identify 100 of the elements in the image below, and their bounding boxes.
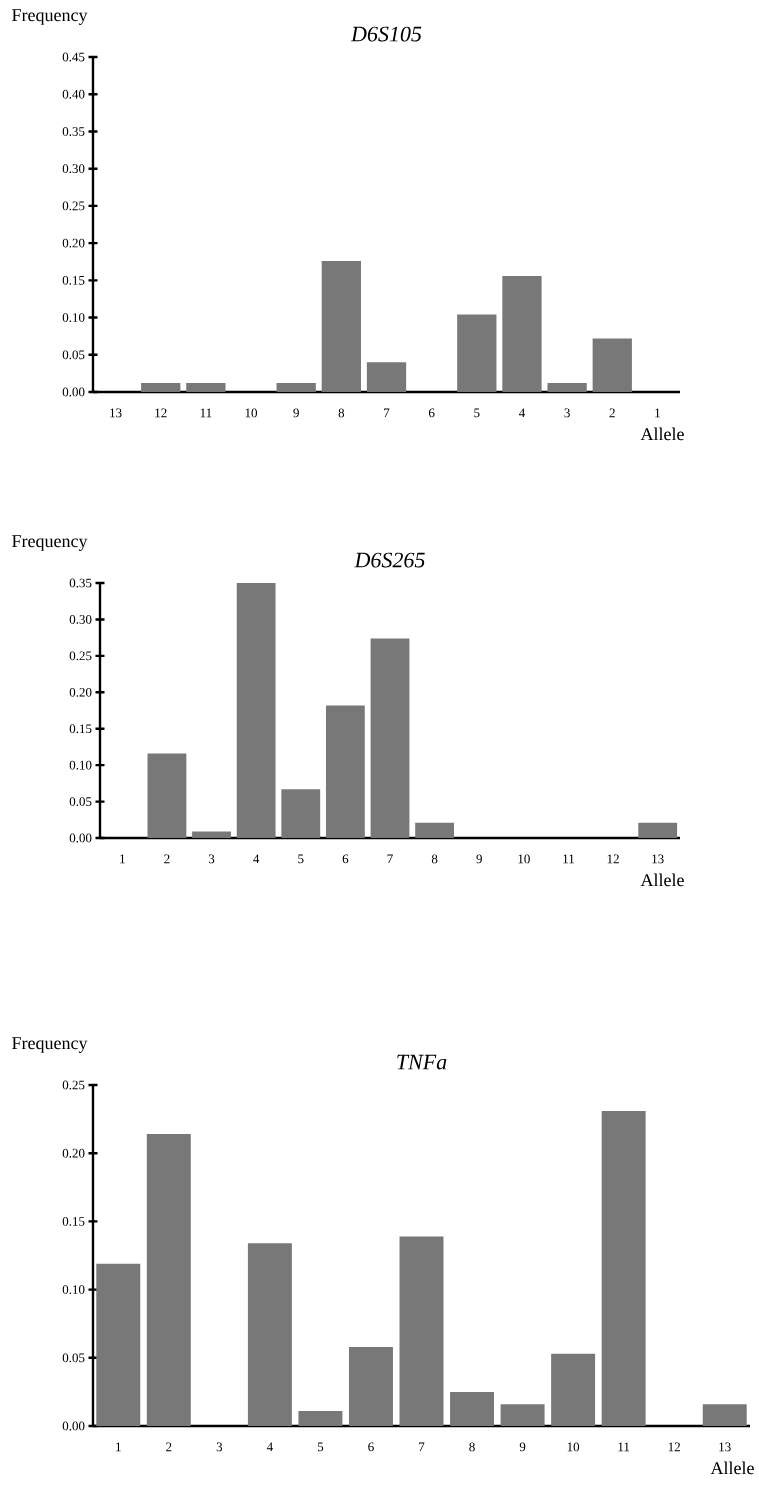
bar <box>141 383 181 393</box>
x-tick-label: 12 <box>607 854 619 864</box>
x-tick-label: 11 <box>618 1442 630 1452</box>
y-tick-label: 0.15 <box>62 1217 85 1226</box>
bar <box>415 822 455 839</box>
y-axis-title: Frequency <box>12 535 88 551</box>
x-tick-label: 6 <box>368 1442 374 1452</box>
bar <box>366 362 407 393</box>
x-tick-label: 9 <box>519 1442 526 1452</box>
bar <box>321 260 361 393</box>
x-tick-label: 2 <box>609 408 615 418</box>
bar <box>96 1263 141 1427</box>
x-tick-label: 4 <box>266 1442 273 1452</box>
chart-title: D6S265 <box>354 552 425 568</box>
x-tick-label: 7 <box>387 854 393 864</box>
bar <box>551 1353 596 1427</box>
bar <box>348 1346 393 1427</box>
y-tick-label: 0.20 <box>62 238 85 248</box>
x-tick-label: 1 <box>116 1442 121 1452</box>
x-tick-label: 8 <box>431 854 438 864</box>
x-tick-label: 10 <box>518 854 530 864</box>
y-tick-label: 0.10 <box>62 313 85 322</box>
x-tick-label: 13 <box>652 854 664 864</box>
y-tick-label: 0.45 <box>62 52 85 62</box>
bar <box>702 1404 747 1427</box>
y-tick-label: 0.40 <box>62 89 85 99</box>
x-tick-label: 8 <box>469 1442 475 1452</box>
y-tick-label: 0.35 <box>69 578 92 588</box>
x-axis-title: Allele <box>710 1461 754 1475</box>
chart-title: D6S105 <box>350 26 422 42</box>
x-tick-label: 6 <box>342 854 349 864</box>
x-tick-label: 9 <box>476 854 482 864</box>
bar <box>147 753 187 839</box>
x-tick-label: 5 <box>317 1442 324 1452</box>
x-tick-label: 7 <box>419 1442 425 1452</box>
y-tick-label: 0.30 <box>69 615 92 624</box>
x-tick-label: 3 <box>564 408 570 418</box>
y-axis-title: Frequency <box>12 1037 88 1053</box>
bar <box>457 314 497 393</box>
bar <box>146 1134 191 1427</box>
y-tick-label: 0.10 <box>62 1285 85 1295</box>
chart-title: TNFa <box>397 1054 447 1070</box>
y-tick-label: 0.00 <box>69 833 92 843</box>
bar <box>638 822 678 839</box>
y-tick-label: 0.00 <box>62 387 85 397</box>
x-tick-label: 8 <box>338 408 345 418</box>
x-tick-label: 9 <box>293 408 299 418</box>
y-tick-label: 0.20 <box>69 687 92 697</box>
x-tick-label: 2 <box>166 1442 172 1452</box>
bar <box>276 383 316 393</box>
x-tick-label: 6 <box>428 408 435 418</box>
y-tick-label: 0.25 <box>69 651 92 661</box>
bar <box>192 831 231 839</box>
bar <box>281 789 321 839</box>
x-tick-label: 13 <box>110 408 122 418</box>
x-tick-label: 4 <box>253 854 260 864</box>
bar <box>325 705 365 839</box>
x-tick-label: 3 <box>208 854 215 864</box>
y-tick-label: 0.00 <box>62 1421 85 1431</box>
x-tick-label: 3 <box>216 1442 223 1452</box>
y-tick-label: 0.10 <box>69 760 92 770</box>
bar <box>186 383 226 393</box>
x-tick-label: 11 <box>563 854 574 864</box>
bar <box>500 1404 545 1427</box>
y-tick-label: 0.15 <box>62 275 85 285</box>
bar <box>370 638 410 839</box>
y-tick-label: 0.35 <box>62 127 85 136</box>
x-axis-title: Allele <box>640 427 684 441</box>
bar <box>592 338 632 393</box>
x-tick-label: 10 <box>567 1442 580 1452</box>
x-tick-label: 13 <box>719 1442 731 1452</box>
x-tick-label: 11 <box>200 408 212 418</box>
x-tick-label: 5 <box>298 854 304 864</box>
y-tick-label: 0.30 <box>62 164 85 174</box>
y-tick-label: 0.15 <box>69 724 92 734</box>
y-tick-label: 0.05 <box>62 1353 85 1363</box>
y-tick-label: 0.20 <box>62 1148 85 1158</box>
bar <box>399 1236 444 1427</box>
y-tick-label: 0.05 <box>69 797 92 806</box>
y-tick-label: 0.05 <box>62 350 85 360</box>
bar <box>450 1391 495 1427</box>
x-tick-label: 10 <box>245 408 258 418</box>
x-tick-label: 1 <box>120 854 125 864</box>
bar <box>547 383 587 393</box>
x-tick-label: 12 <box>155 408 167 418</box>
bar <box>247 1243 292 1427</box>
bar <box>502 275 542 393</box>
y-tick-label: 0.25 <box>62 1080 85 1090</box>
x-tick-label: 12 <box>668 1442 680 1452</box>
bar <box>298 1411 343 1427</box>
y-axis-title: Frequency <box>12 9 88 25</box>
x-axis-title: Allele <box>640 873 684 887</box>
y-tick-label: 0.25 <box>62 201 85 211</box>
bar <box>601 1110 646 1427</box>
x-tick-label: 5 <box>474 408 480 418</box>
x-tick-label: 2 <box>164 854 170 864</box>
x-tick-label: 1 <box>655 408 660 418</box>
x-tick-label: 4 <box>518 408 526 418</box>
bar <box>236 583 276 839</box>
x-tick-label: 7 <box>384 408 390 418</box>
